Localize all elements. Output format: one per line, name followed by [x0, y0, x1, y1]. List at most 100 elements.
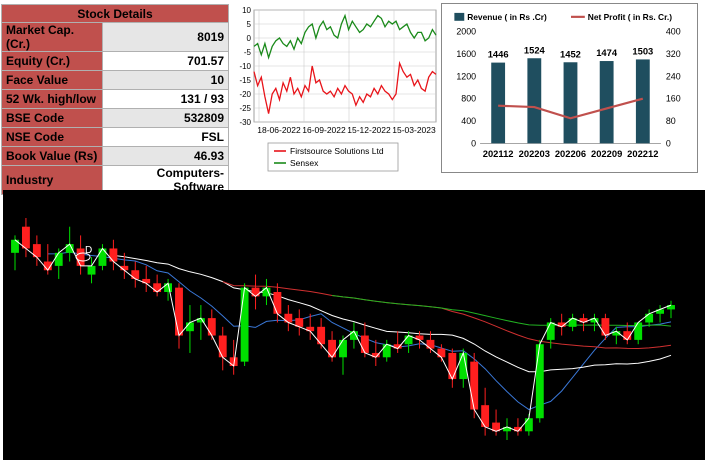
candle-up [339, 339, 347, 358]
row-label: BSE Code [1, 108, 103, 128]
row-label: Book Value (Rs) [1, 146, 103, 166]
x-tick-label: 18-06-2022 [257, 125, 301, 135]
y-right-tick-label: 240 [666, 71, 681, 81]
row-value: 701.57 [102, 51, 229, 71]
net-profit-line [498, 97, 644, 120]
candle-down [153, 283, 162, 292]
candle-up [164, 283, 173, 292]
revenue-bar [635, 59, 650, 144]
candle-down [579, 318, 588, 323]
moving-average-short-blue [47, 251, 672, 411]
x-tick-label: 202212 [627, 149, 658, 159]
row-value: 8019 [102, 22, 229, 52]
y-right-tick-label: 80 [666, 116, 676, 126]
candle-down [623, 331, 632, 340]
candle-down [175, 287, 183, 336]
axes: 2000160012008004000400320240160800202112… [456, 27, 680, 160]
revenue-bar-label: 1446 [488, 50, 509, 60]
candle-down [470, 361, 479, 410]
candle-up [54, 252, 63, 266]
y-tick-label: -30 [239, 118, 251, 127]
stock-row-face-value: Face Value 10 [1, 70, 229, 90]
candle-down [284, 313, 293, 323]
revenue-bar [563, 62, 578, 144]
candle-down [437, 348, 446, 358]
relative-performance-chart: 10 5 0 -5 -10 -15 -20 -25 -30 18-06-2022 16-09-20… [239, 6, 437, 172]
row-label: Market Cap. (Cr.) [1, 22, 103, 52]
candle-down [481, 405, 490, 427]
row-label: Face Value [1, 70, 103, 90]
candle-up [645, 313, 654, 323]
moving-averages [47, 251, 672, 411]
candle-down [360, 335, 369, 353]
candle-down [229, 357, 238, 366]
candle-up [459, 352, 468, 380]
candle-down [557, 322, 566, 327]
chart-grid [253, 9, 437, 123]
candle-down [295, 318, 304, 327]
candle-up [240, 287, 249, 362]
y-tick-label: -5 [244, 48, 252, 57]
y-left-tick-label: 2000 [456, 27, 476, 37]
revenue-bar [599, 61, 614, 144]
stock-row-nse-code: NSE Code FSL [1, 127, 229, 147]
candle-up [667, 305, 675, 310]
x-tick-label: 15-12-2022 [347, 125, 391, 135]
y-right-tick-label: 0 [666, 138, 671, 148]
candle-up [349, 331, 358, 340]
candle-down [492, 422, 501, 432]
close-line [14, 239, 672, 432]
stock-row-equity: Equity (Cr.) 701.57 [1, 51, 229, 71]
y-tick-label: -15 [239, 76, 251, 85]
candles [11, 218, 675, 440]
candle-up [98, 248, 107, 266]
candle-down [207, 318, 216, 336]
row-label: Equity (Cr.) [1, 51, 103, 71]
x-tick-label: 202203 [519, 149, 550, 159]
legend-frame [267, 142, 399, 172]
candle-down [218, 335, 227, 358]
candle-down [426, 339, 435, 349]
candle-up [404, 335, 413, 345]
legend: Revenue ( in Rs .Cr) Net Profit ( in Rs.… [454, 12, 672, 22]
legend-label-sensex: Sensex [290, 158, 319, 168]
stock-details-table: Stock Details Market Cap. (Cr.) 8019 Equi… [1, 4, 229, 195]
stock-row-market-cap: Market Cap. (Cr.) 8019 [1, 22, 229, 52]
series-lines [253, 13, 437, 114]
candle-up [262, 287, 271, 297]
revenue-bar [491, 62, 506, 144]
y-tick-label: -25 [239, 104, 251, 113]
x-tick-label: 15-03-2023 [392, 125, 436, 135]
financials-chart: Revenue ( in Rs .Cr) Net Profit ( in Rs.… [441, 3, 698, 173]
stock-row-52wk: 52 Wk. high/low 131 / 93 [1, 89, 229, 109]
row-value: 532809 [102, 108, 229, 128]
candlestick-chart: D [3, 190, 705, 460]
moving-average-white [113, 254, 672, 373]
y-right-tick-label: 320 [666, 49, 681, 59]
stock-row-book-value: Book Value (Rs) 46.93 [1, 146, 229, 166]
candle-down [306, 326, 315, 332]
row-value: 131 / 93 [102, 89, 229, 109]
candle-down [328, 339, 337, 358]
candle-up [87, 265, 96, 275]
candle-up [196, 318, 205, 323]
candle-up [546, 322, 555, 340]
candle-down [513, 426, 522, 432]
y-tick-label: 5 [247, 20, 252, 29]
x-tick-label: 202206 [555, 149, 586, 159]
y-right-tick-label: 400 [666, 27, 681, 37]
y-tick-label: 0 [247, 34, 252, 43]
legend-label-firstsource: Firstsource Solutions Ltd [290, 146, 384, 156]
x-tick-label: 16-09-2022 [302, 125, 346, 135]
y-left-tick-label: 800 [461, 94, 476, 104]
candle-down [142, 278, 151, 284]
candle-up [503, 426, 511, 432]
revenue-bar [527, 58, 542, 144]
y-left-tick-label: 1600 [456, 49, 476, 59]
y-tick-label: -20 [239, 90, 251, 99]
revenue-bar-label: 1452 [560, 49, 581, 59]
candle-up [535, 344, 544, 419]
row-value: 10 [102, 70, 229, 90]
legend: Firstsource Solutions Ltd Sensex [267, 142, 399, 172]
revenue-bar-label: 1524 [524, 45, 546, 55]
